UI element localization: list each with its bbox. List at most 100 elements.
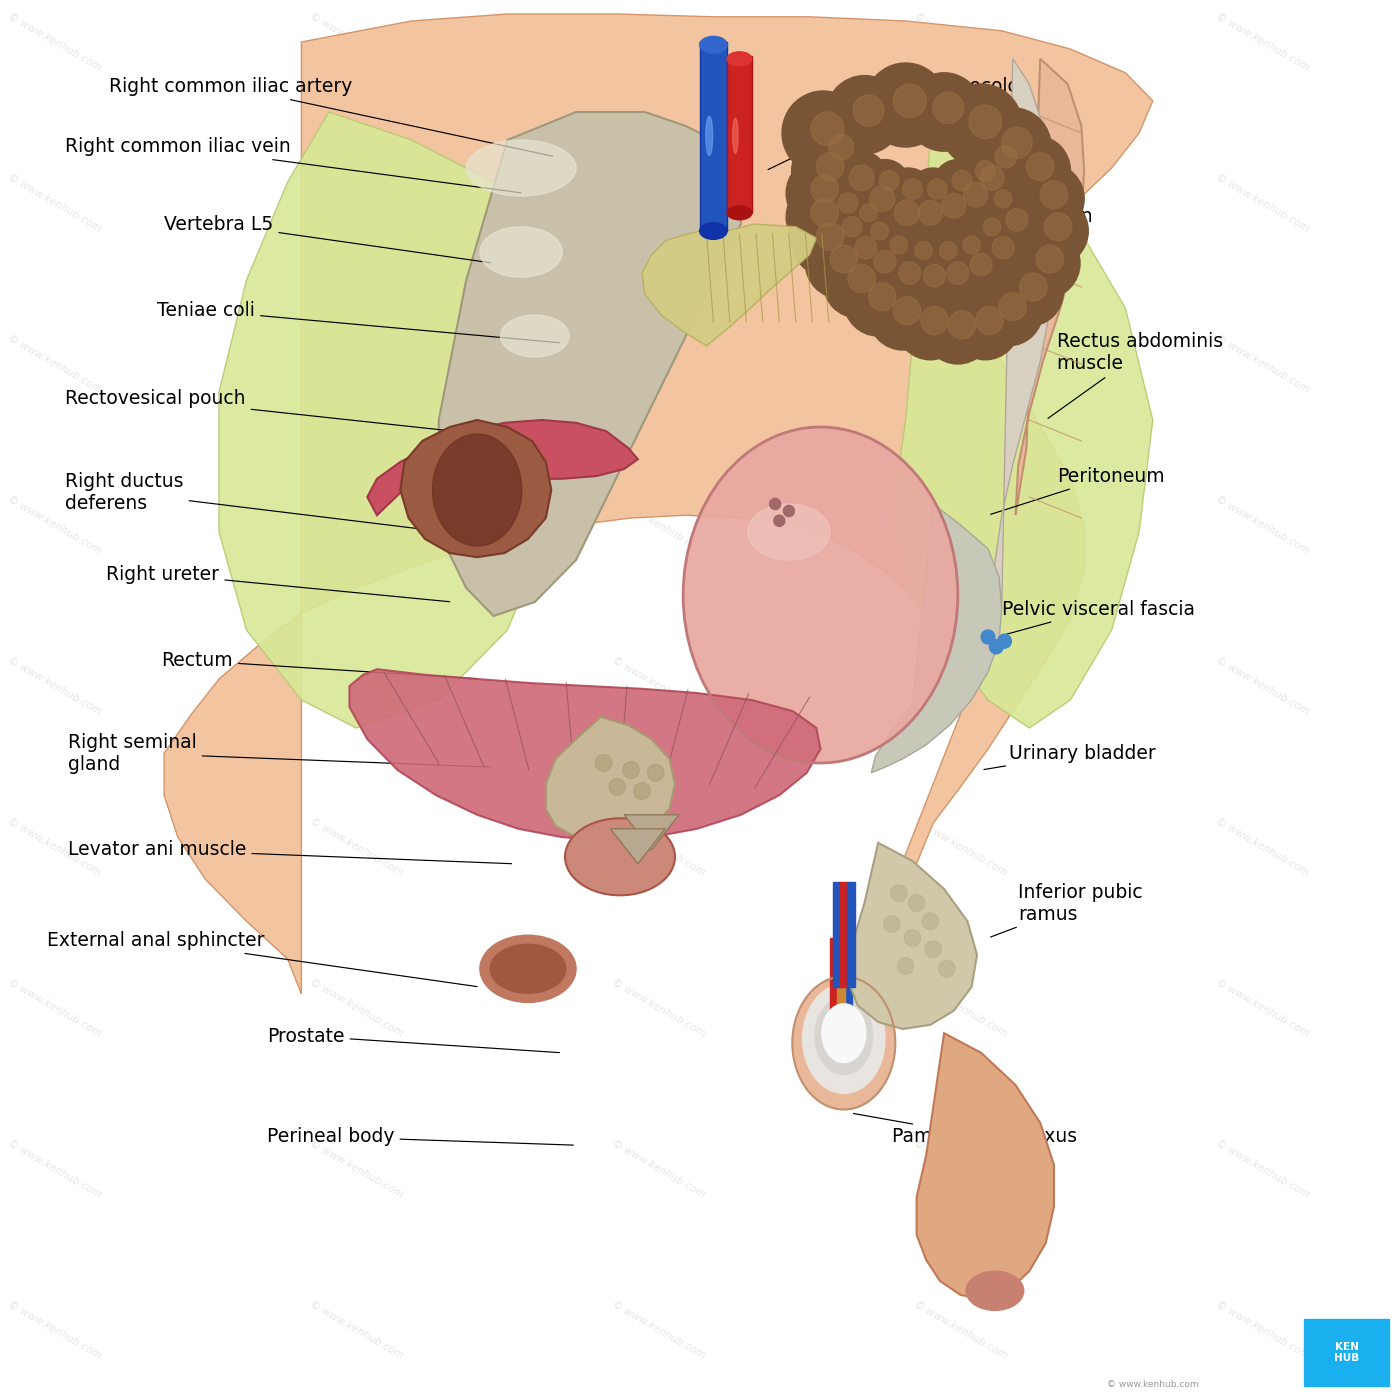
Text: Right common iliac vein: Right common iliac vein <box>66 137 521 193</box>
Circle shape <box>977 181 1021 225</box>
Circle shape <box>854 238 909 294</box>
Circle shape <box>918 200 942 225</box>
Text: Urinary bladder: Urinary bladder <box>984 743 1155 770</box>
Circle shape <box>791 136 861 206</box>
Circle shape <box>976 161 995 181</box>
Circle shape <box>995 146 1016 168</box>
Circle shape <box>787 182 855 252</box>
Circle shape <box>909 895 925 911</box>
Text: © www.kenhub.com: © www.kenhub.com <box>308 11 405 73</box>
Circle shape <box>829 134 854 160</box>
Circle shape <box>932 92 963 123</box>
Circle shape <box>623 762 640 778</box>
Text: © www.kenhub.com: © www.kenhub.com <box>610 1138 707 1200</box>
Ellipse shape <box>822 1004 865 1063</box>
Circle shape <box>1000 293 1026 321</box>
Circle shape <box>983 218 1001 235</box>
Circle shape <box>770 498 781 510</box>
Polygon shape <box>218 112 575 728</box>
Circle shape <box>951 290 1019 360</box>
Circle shape <box>830 245 858 273</box>
Circle shape <box>939 84 1022 168</box>
Ellipse shape <box>566 818 675 896</box>
Circle shape <box>860 204 878 221</box>
Circle shape <box>890 237 907 253</box>
Circle shape <box>921 307 948 335</box>
Circle shape <box>925 941 941 958</box>
Text: Prostate: Prostate <box>267 1026 560 1053</box>
Ellipse shape <box>490 944 566 994</box>
Text: © www.kenhub.com: © www.kenhub.com <box>308 655 405 717</box>
Text: © www.kenhub.com: © www.kenhub.com <box>308 494 405 556</box>
Text: Sigmoid mesocolon: Sigmoid mesocolon <box>769 77 1030 169</box>
Circle shape <box>784 505 794 517</box>
Ellipse shape <box>480 935 575 1002</box>
Text: © www.kenhub.com: © www.kenhub.com <box>308 1138 405 1200</box>
Text: Rectovesical pouch: Rectovesical pouch <box>66 389 477 434</box>
Text: © www.kenhub.com: © www.kenhub.com <box>6 977 102 1039</box>
Circle shape <box>993 237 1014 259</box>
Circle shape <box>890 885 907 902</box>
Text: © www.kenhub.com: © www.kenhub.com <box>913 816 1009 878</box>
Circle shape <box>963 182 988 207</box>
Circle shape <box>949 241 1005 297</box>
Text: © www.kenhub.com: © www.kenhub.com <box>913 333 1009 395</box>
Circle shape <box>1005 209 1028 231</box>
Bar <box>830 938 839 1050</box>
Text: © www.kenhub.com: © www.kenhub.com <box>610 977 707 1039</box>
Circle shape <box>956 150 1005 200</box>
Circle shape <box>847 171 910 235</box>
Text: © www.kenhub.com: © www.kenhub.com <box>610 816 707 878</box>
Polygon shape <box>438 112 741 616</box>
Text: Vertebra L5: Vertebra L5 <box>164 214 491 263</box>
Text: © www.kenhub.com: © www.kenhub.com <box>6 333 102 395</box>
Text: Rectum: Rectum <box>161 651 477 679</box>
Circle shape <box>893 297 921 325</box>
Polygon shape <box>400 420 552 557</box>
Circle shape <box>839 193 858 213</box>
Circle shape <box>990 640 1004 654</box>
Circle shape <box>883 916 900 932</box>
Polygon shape <box>350 669 820 840</box>
Text: Inferior pubic
ramus: Inferior pubic ramus <box>991 882 1142 937</box>
Text: © www.kenhub.com: © www.kenhub.com <box>1214 1138 1312 1200</box>
Circle shape <box>647 764 664 781</box>
Circle shape <box>868 283 896 311</box>
Polygon shape <box>727 56 752 213</box>
Circle shape <box>974 133 1029 189</box>
Circle shape <box>1040 181 1068 209</box>
Text: © www.kenhub.com: © www.kenhub.com <box>308 333 405 395</box>
Text: © www.kenhub.com: © www.kenhub.com <box>913 11 1009 73</box>
Circle shape <box>897 958 914 974</box>
Circle shape <box>952 171 972 190</box>
Circle shape <box>924 294 993 364</box>
Text: © www.kenhub.com: © www.kenhub.com <box>913 655 1009 717</box>
Text: © www.kenhub.com: © www.kenhub.com <box>913 172 1009 234</box>
Ellipse shape <box>815 997 872 1075</box>
Text: Right ureter: Right ureter <box>106 564 449 602</box>
Circle shape <box>974 276 1043 346</box>
Circle shape <box>932 160 983 210</box>
Text: Rectus abdominis
muscle: Rectus abdominis muscle <box>1049 332 1222 419</box>
Circle shape <box>774 515 785 526</box>
Circle shape <box>945 227 990 272</box>
Circle shape <box>1019 273 1047 301</box>
Text: Peritoneum: Peritoneum <box>991 466 1165 514</box>
Circle shape <box>909 168 958 218</box>
Circle shape <box>981 630 995 644</box>
Ellipse shape <box>802 984 885 1093</box>
Text: © www.kenhub.com: © www.kenhub.com <box>6 494 102 556</box>
Circle shape <box>998 634 1011 648</box>
Circle shape <box>872 227 917 272</box>
Circle shape <box>871 223 889 239</box>
Circle shape <box>920 179 980 241</box>
Circle shape <box>923 232 966 277</box>
Circle shape <box>903 179 923 199</box>
Text: © www.kenhub.com: © www.kenhub.com <box>913 1299 1009 1361</box>
Ellipse shape <box>466 140 575 196</box>
Polygon shape <box>164 14 1152 1047</box>
Bar <box>837 938 846 1050</box>
Circle shape <box>634 783 650 799</box>
Ellipse shape <box>683 427 958 763</box>
Text: © www.kenhub.com: © www.kenhub.com <box>308 977 405 1039</box>
